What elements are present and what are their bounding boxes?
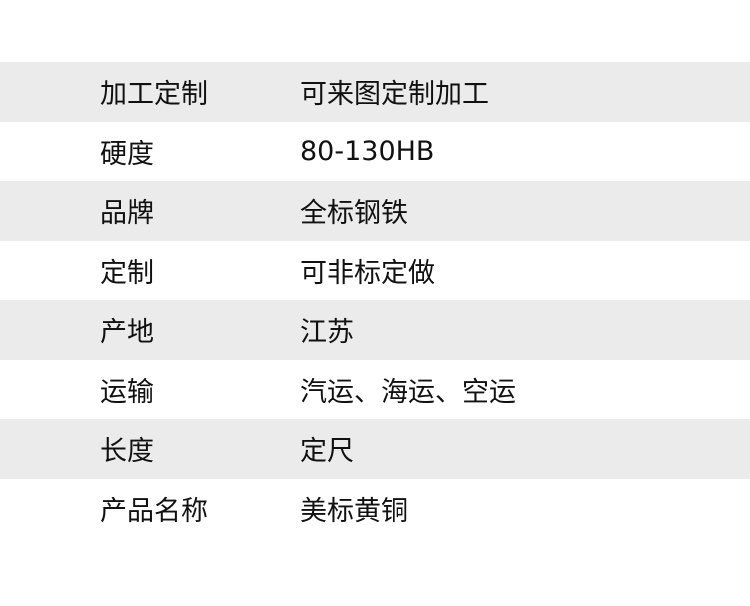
spec-table: 加工定制 可来图定制加工硬度 80-130HB 品牌 全标钢铁定制 可非标定做产地 江苏运输… — [0, 62, 750, 538]
row-value: 80-130HB — [300, 135, 435, 167]
row-value: 定尺 — [300, 436, 354, 468]
table-row: 定制 可非标定做 — [0, 240, 750, 300]
row-label: 运输 — [100, 376, 154, 408]
row-value: 可非标定做 — [300, 257, 435, 289]
row-label: 品牌 — [100, 198, 154, 230]
table-row: 运输 汽运、海运、空运 — [0, 359, 750, 419]
table-row: 产品名称 美标黄铜 — [0, 478, 750, 538]
table-row: 品牌 全标钢铁 — [0, 181, 750, 241]
row-value: 全标钢铁 — [300, 198, 408, 230]
table-row: 长度 定尺 — [0, 419, 750, 479]
row-label: 硬度 — [100, 138, 154, 170]
table-row: 加工定制 可来图定制加工 — [0, 62, 750, 122]
row-value: 可来图定制加工 — [300, 79, 489, 111]
row-label: 长度 — [100, 436, 154, 468]
row-label: 产地 — [100, 317, 154, 349]
table-row: 产地 江苏 — [0, 300, 750, 360]
row-label: 产品名称 — [100, 495, 208, 527]
row-value: 汽运、海运、空运 — [300, 376, 516, 408]
row-value: 江苏 — [300, 317, 354, 349]
row-label: 加工定制 — [100, 79, 208, 111]
table-row: 硬度 80-130HB — [0, 121, 750, 181]
row-value: 美标黄铜 — [300, 495, 408, 527]
row-label: 定制 — [100, 257, 154, 289]
